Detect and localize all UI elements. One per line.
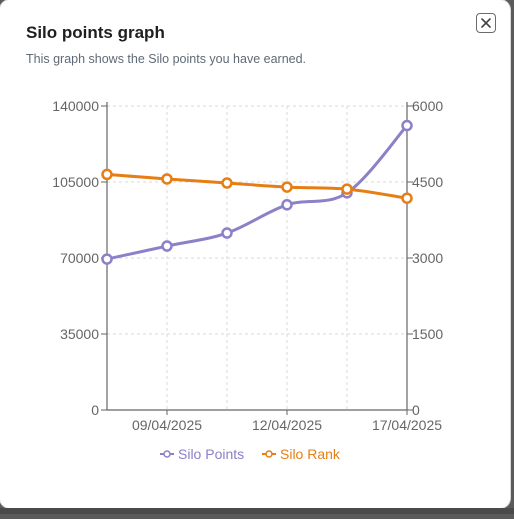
legend-swatch-marker xyxy=(163,450,171,458)
silo-rank-point xyxy=(281,181,293,193)
y-left-tick-label: 105000 xyxy=(52,174,99,190)
silo-rank-point xyxy=(221,177,233,189)
legend-swatch-marker xyxy=(265,450,273,458)
modal-subtitle: This graph shows the Silo points you hav… xyxy=(26,52,307,66)
silo-rank-point xyxy=(401,192,413,204)
y-left-tick-label: 140000 xyxy=(52,98,99,114)
x-tick-label: 12/04/2025 xyxy=(252,417,322,433)
y-right-tick-label: 4500 xyxy=(412,174,443,190)
silo-rank-point xyxy=(101,168,113,181)
silo-rank-point xyxy=(341,183,353,195)
y-right-tick-label: 0 xyxy=(412,402,420,418)
silo-points-point xyxy=(161,240,173,252)
x-tick-label: 09/04/2025 xyxy=(132,417,202,433)
y-right-tick-label: 3000 xyxy=(412,250,443,266)
y-right-tick-label: 1500 xyxy=(412,326,443,342)
y-left-tick-label: 35000 xyxy=(60,326,99,342)
silo-points-point xyxy=(401,119,413,132)
x-tick-label: 17/04/2025 xyxy=(372,417,442,433)
silo-points-point xyxy=(281,199,293,211)
y-right-tick-label: 6000 xyxy=(412,98,443,114)
legend-label: Silo Points xyxy=(178,446,244,462)
silo-points-modal: Silo points graph This graph shows the S… xyxy=(0,0,510,508)
y-left-tick-label: 0 xyxy=(91,402,99,418)
modal-title: Silo points graph xyxy=(26,23,165,42)
background-strip xyxy=(0,508,514,514)
y-left-tick-label: 70000 xyxy=(60,250,99,266)
legend-item-silo-rank: Silo Rank xyxy=(262,446,341,462)
legend-label: Silo Rank xyxy=(280,446,341,462)
silo-points-point xyxy=(101,253,113,265)
close-button[interactable] xyxy=(476,13,496,33)
legend-item-silo-points: Silo Points xyxy=(160,446,244,462)
silo-rank-point xyxy=(161,173,173,185)
close-icon xyxy=(481,18,491,28)
silo-points-point xyxy=(221,227,233,239)
